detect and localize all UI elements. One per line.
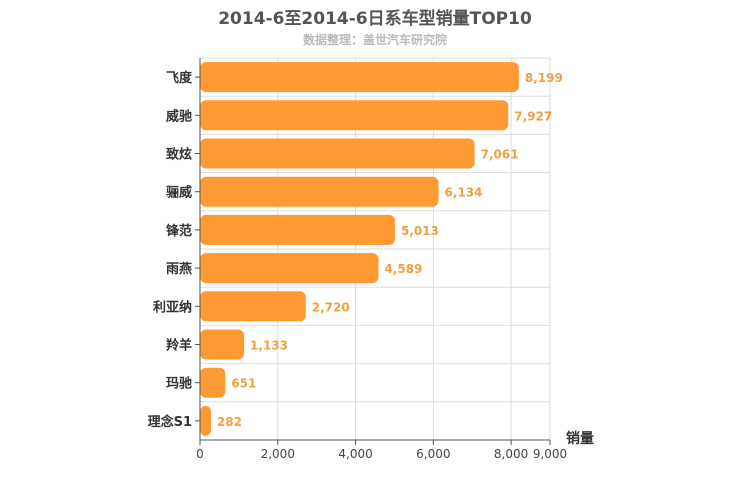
bar — [200, 138, 475, 169]
data-label: 6,134 — [445, 186, 483, 200]
axes — [195, 58, 551, 445]
data-label: 5,013 — [401, 224, 439, 238]
category-label: 羚羊 — [166, 338, 192, 354]
bar — [200, 214, 395, 245]
data-label: 7,061 — [481, 148, 519, 162]
category-label: 雨燕 — [166, 261, 192, 277]
category-label: 锋范 — [166, 223, 192, 239]
labels: 0 2,000 4,000 6,000 8,000 9,000 飞度 8,199 威驰 7,927… — [148, 70, 568, 461]
category-label: 骊威 — [166, 185, 192, 201]
x-tick-label: 4,000 — [338, 447, 372, 461]
bars — [200, 62, 519, 436]
x-tick-label: 2,000 — [261, 447, 295, 461]
data-label: 4,589 — [384, 262, 422, 276]
bar — [200, 100, 509, 131]
bar — [200, 291, 306, 322]
bar — [200, 176, 439, 207]
bar — [200, 405, 211, 436]
data-label: 8,199 — [525, 71, 563, 85]
category-label: 飞度 — [166, 70, 193, 86]
grid-lines — [199, 57, 551, 441]
category-label: 威驰 — [166, 108, 192, 124]
data-label: 282 — [217, 415, 242, 429]
data-label: 7,927 — [514, 109, 552, 123]
chart-title: 2014-6至2014-6日系车型销量TOP10 — [218, 9, 532, 29]
bar — [200, 367, 226, 398]
bar — [200, 253, 379, 284]
x-tick-label: 0 — [196, 447, 204, 461]
bar — [200, 329, 245, 360]
x-axis-title: 销量 — [566, 430, 594, 447]
x-tick-label: 9,000 — [533, 447, 567, 461]
category-label: 理念S1 — [148, 414, 192, 430]
bar — [200, 62, 519, 93]
data-label: 1,133 — [250, 339, 288, 353]
category-label: 玛驰 — [166, 377, 192, 392]
category-label: 致炫 — [166, 147, 192, 163]
data-label: 651 — [231, 377, 256, 391]
category-label: 利亚纳 — [153, 299, 192, 315]
x-tick-label: 8,000 — [494, 447, 528, 461]
data-label: 2,720 — [312, 300, 350, 314]
x-tick-label: 6,000 — [416, 447, 450, 461]
chart-subtitle: 数据整理：盖世汽车研究院 — [302, 33, 447, 47]
